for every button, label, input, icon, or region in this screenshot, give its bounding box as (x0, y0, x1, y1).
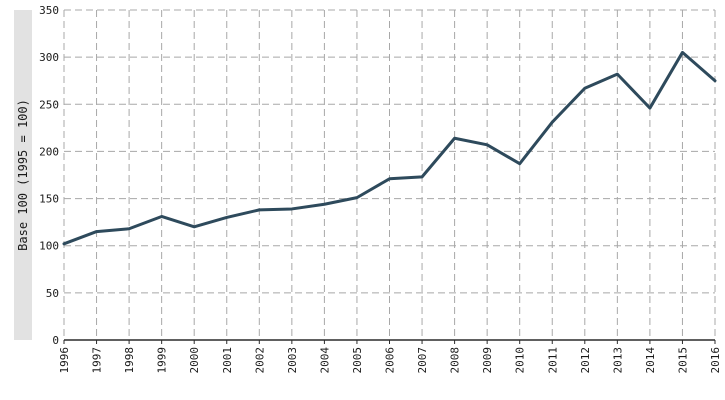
x-tick-label: 2004 (318, 347, 331, 374)
x-tick-label: 2003 (286, 347, 299, 374)
x-tick-label: 2001 (221, 347, 234, 374)
x-tick-label: 2006 (384, 347, 397, 374)
y-tick-label: 250 (39, 98, 59, 111)
x-tick-label: 1997 (91, 347, 104, 374)
x-tick-label: 1996 (58, 347, 71, 374)
x-tick-label: 2015 (676, 347, 689, 374)
x-tick-label: 2007 (416, 347, 429, 374)
x-tick-label: 2014 (644, 347, 657, 374)
y-tick-label: 0 (52, 334, 59, 347)
y-axis-label-band (14, 10, 32, 340)
x-tick-label: 2000 (188, 347, 201, 374)
y-axis-label: Base 100 (1995 = 100) (16, 99, 30, 251)
y-axis-ticks: 0 50 100 150 200 250 300 350 (39, 4, 59, 347)
y-tick-label: 100 (39, 240, 59, 253)
y-tick-label: 350 (39, 4, 59, 17)
x-tick-label: 2012 (579, 347, 592, 374)
x-tick-label: 2009 (481, 347, 494, 374)
x-tick-label: 1999 (156, 347, 169, 374)
y-tick-label: 200 (39, 145, 59, 158)
x-axis-ticks: 1996 1997 1998 1999 2000 2001 2002 2003 2004 2005… (58, 340, 722, 374)
x-tick-label: 2011 (546, 347, 559, 374)
x-tick-label: 2008 (449, 347, 462, 374)
x-tick-label: 2016 (709, 347, 722, 374)
y-tick-label: 150 (39, 193, 59, 206)
x-tick-label: 2002 (253, 347, 266, 374)
x-tick-label: 1998 (123, 347, 136, 374)
series-line (62, 50, 717, 246)
x-tick-label: 2005 (351, 347, 364, 374)
x-tick-label: 2013 (611, 347, 624, 374)
series-group (62, 50, 717, 246)
y-tick-label: 50 (46, 287, 59, 300)
gridlines (63, 9, 716, 340)
y-tick-label: 300 (39, 51, 59, 64)
x-tick-label: 2010 (514, 347, 527, 374)
